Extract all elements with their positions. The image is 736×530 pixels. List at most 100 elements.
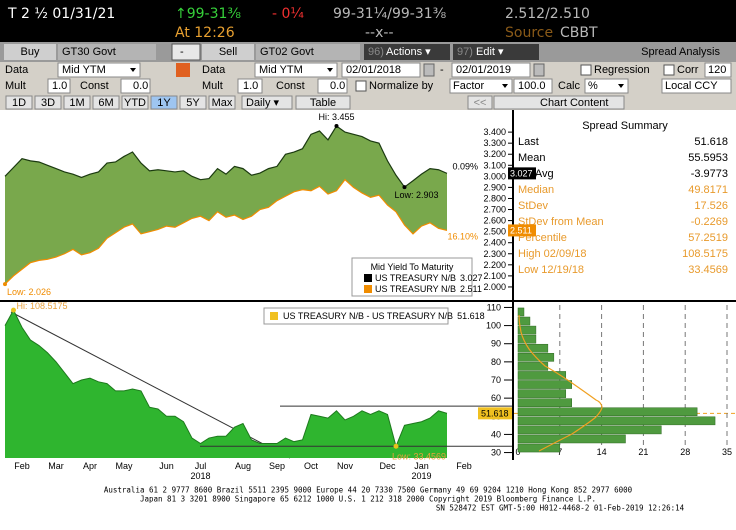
x-tick-label: 28	[680, 447, 690, 457]
collapse-button[interactable]	[467, 95, 493, 110]
period-label[interactable]: 1M	[69, 97, 84, 109]
summary-value: 17.526	[694, 200, 728, 212]
end-date[interactable]: 02/01/2019	[456, 64, 511, 76]
ccy[interactable]: Local CCY	[665, 80, 718, 92]
change-label: 16.10%	[447, 231, 478, 241]
frequency-dropdown[interactable]	[241, 95, 293, 110]
collapse-label[interactable]: <<	[474, 97, 487, 109]
data1[interactable]: Mid YTM	[62, 64, 106, 76]
histogram-bar	[517, 398, 572, 407]
data2[interactable]: Mid YTM	[259, 64, 303, 76]
security1-field[interactable]	[58, 44, 156, 60]
x-year-label: 2018	[190, 471, 210, 481]
edit-button[interactable]	[453, 44, 539, 60]
side-dash[interactable]: -	[180, 46, 184, 58]
data2-dropdown[interactable]	[254, 62, 338, 78]
yields: 2.512/2.510	[505, 6, 590, 22]
x-tick-label: 14	[597, 447, 607, 457]
security2[interactable]: GT02 Govt	[260, 46, 314, 58]
const2[interactable]: 0.0	[330, 80, 345, 92]
security1[interactable]: GT30 Govt	[62, 46, 116, 58]
legend-title: Mid Yield To Maturity	[371, 262, 454, 272]
mult1-field[interactable]	[47, 78, 71, 94]
period-button[interactable]	[63, 95, 91, 110]
calendar-icon[interactable]	[533, 63, 545, 77]
y-tick-label: 2.000	[483, 282, 506, 292]
footer-line: Australia 61 2 9777 8600 Brazil 5511 239…	[104, 486, 633, 495]
period-label[interactable]: 1Y	[157, 97, 171, 109]
const1[interactable]: 0.0	[133, 80, 148, 92]
table-label[interactable]: Table	[310, 97, 336, 109]
period-label[interactable]: 1D	[12, 97, 26, 109]
mult1[interactable]: 1.0	[52, 80, 67, 92]
legend-name: US TREASURY N/B	[375, 273, 456, 283]
data1-dropdown[interactable]	[57, 62, 141, 78]
actions-number[interactable]: 96)	[368, 46, 384, 58]
calc-dropdown[interactable]	[584, 78, 629, 94]
footer-line: SN 528472 EST GMT-5:00 H012-4468-2 01-Fe…	[436, 504, 685, 513]
legend-entry: US TREASURY N/B 3.027	[375, 273, 483, 283]
histogram-bar	[517, 434, 626, 444]
regression-checkbox[interactable]	[580, 64, 592, 76]
mult2[interactable]: 1.0	[243, 80, 258, 92]
cross: --x--	[365, 25, 394, 41]
factor-dropdown[interactable]	[449, 78, 513, 94]
side-dropdown[interactable]	[171, 43, 201, 61]
histogram-bar	[517, 307, 525, 317]
legend-swatch	[270, 312, 278, 320]
series-line	[4, 125, 448, 188]
period-button[interactable]	[150, 95, 178, 110]
edit-number[interactable]: 97)	[457, 46, 473, 58]
summary-value: -0.2269	[691, 216, 728, 228]
factor[interactable]: Factor	[453, 80, 485, 92]
summary-label: Last	[518, 136, 539, 148]
actions-label[interactable]: Actions ▾	[386, 46, 431, 58]
x-tick-label: Mar	[48, 461, 64, 471]
corr-field[interactable]	[704, 62, 732, 78]
corr-checkbox[interactable]	[663, 64, 675, 76]
sell-label[interactable]: Sell	[219, 46, 237, 58]
corr-value[interactable]: 120	[708, 64, 726, 76]
chart-content-button[interactable]	[493, 95, 625, 110]
spread-area	[5, 310, 447, 458]
y-tick-label: 90	[491, 339, 501, 349]
period-button[interactable]	[5, 95, 33, 110]
swap-icon[interactable]	[176, 63, 190, 77]
period-button[interactable]	[179, 95, 207, 110]
const1-label: Const	[80, 80, 109, 92]
edit-label[interactable]: Edit ▾	[476, 46, 504, 58]
period-button[interactable]	[208, 95, 236, 110]
factor-value[interactable]: 100.0	[518, 80, 546, 92]
chart-content-label[interactable]: Chart Content	[540, 97, 608, 109]
hi-label: Hi: 108.5175	[17, 301, 68, 311]
const1-field[interactable]	[120, 78, 151, 94]
actions-button[interactable]	[364, 44, 450, 60]
normalize-checkbox[interactable]	[355, 80, 367, 92]
last-value: 2.511	[510, 225, 532, 235]
frequency[interactable]: Daily ▾	[246, 97, 280, 109]
period-label[interactable]: 3D	[41, 97, 55, 109]
table-button[interactable]	[295, 95, 351, 110]
calc-value[interactable]: %	[588, 80, 598, 92]
calendar-icon[interactable]	[423, 63, 435, 77]
period-button[interactable]	[34, 95, 62, 110]
end-date-field[interactable]	[451, 62, 531, 78]
security2-field[interactable]	[256, 44, 360, 60]
period-label[interactable]: YTD	[124, 97, 146, 109]
buy-label[interactable]: Buy	[21, 46, 40, 58]
sell-button[interactable]	[202, 44, 254, 60]
last-value-box	[478, 407, 512, 420]
mult2-field[interactable]	[237, 78, 263, 94]
period-label[interactable]: 6M	[98, 97, 113, 109]
y-tick-label: 2.800	[483, 193, 506, 203]
period-label[interactable]: Max	[212, 97, 233, 109]
ccy-dropdown[interactable]	[661, 78, 732, 94]
period-button[interactable]	[121, 95, 149, 110]
start-date-field[interactable]	[341, 62, 421, 78]
const2-field[interactable]	[317, 78, 348, 94]
factor-field[interactable]	[513, 78, 553, 94]
start-date[interactable]: 02/01/2018	[346, 64, 401, 76]
period-button[interactable]	[92, 95, 120, 110]
buy-button[interactable]	[4, 44, 56, 60]
period-label[interactable]: 5Y	[186, 97, 200, 109]
